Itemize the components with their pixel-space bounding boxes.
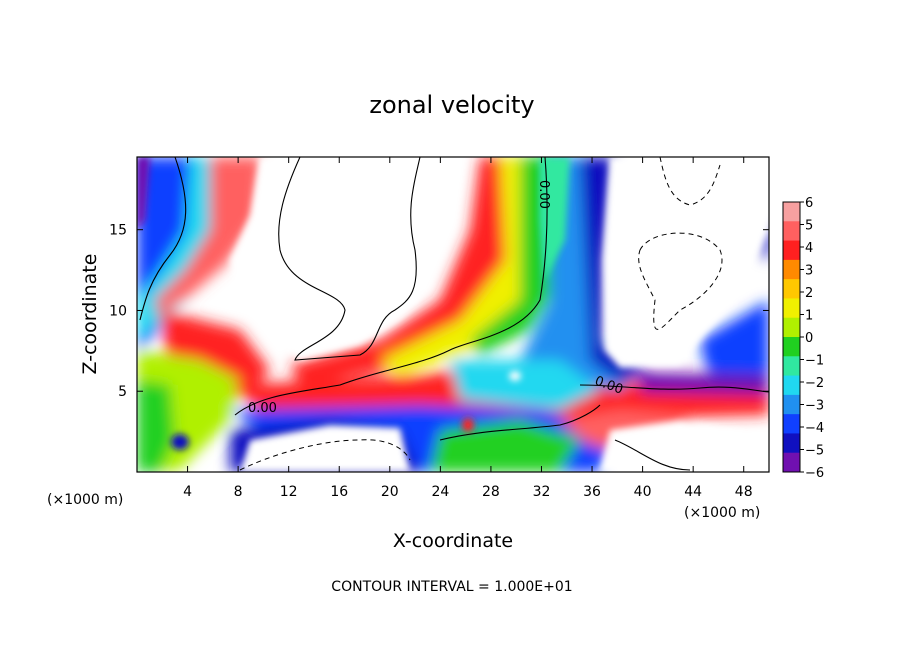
y-axis: 5 10 15 <box>109 223 769 400</box>
y-tick-label: 15 <box>109 223 127 239</box>
colorbar-swatch <box>783 240 800 261</box>
y-tick-label: 5 <box>118 384 127 400</box>
colorbar-swatch <box>783 414 800 434</box>
colorbar-swatch <box>783 356 800 377</box>
contour-label: 0.00 <box>248 401 277 416</box>
x-unit-left: (×1000 m) <box>47 492 123 508</box>
colorbar-swatch <box>783 394 800 415</box>
colorbar-swatch <box>783 202 800 222</box>
colorbar-label: 4 <box>805 241 813 256</box>
colorbar-label: −2 <box>805 376 824 391</box>
x-tick-label: 12 <box>280 484 298 500</box>
y-tick-label: 10 <box>109 303 127 319</box>
colorbar-label: 2 <box>805 286 813 301</box>
colorbar: 6 5 4 3 2 1 0 −1 −2 −3 −4 −5 −6 <box>782 196 824 481</box>
x-tick-label: 28 <box>482 484 500 500</box>
colorbar-label: 0 <box>805 331 813 346</box>
plot-frame <box>136 156 770 473</box>
colorbar-swatch <box>783 259 800 280</box>
contour-interval-footer: CONTOUR INTERVAL = 1.000E+01 <box>331 579 572 595</box>
colorbar-label: 3 <box>805 264 813 279</box>
colorbar-label: −4 <box>805 421 824 436</box>
x-tick-label: 4 <box>183 484 192 500</box>
colorbar-swatch <box>783 298 800 319</box>
x-tick-label: 36 <box>583 484 601 500</box>
colorbar-label: −5 <box>805 444 824 459</box>
x-unit-right: (×1000 m) <box>684 505 760 521</box>
colorbar-swatch <box>783 221 800 242</box>
colorbar-label: −1 <box>805 354 824 369</box>
colorbar-label: −6 <box>805 466 824 481</box>
x-tick-label: 40 <box>634 484 652 500</box>
colorbar-swatch <box>783 317 800 338</box>
x-tick-label: 8 <box>234 484 243 500</box>
colorbar-swatch <box>783 375 800 396</box>
x-tick-label: 48 <box>735 484 753 500</box>
chart-title: zonal velocity <box>369 91 534 119</box>
x-tick-label: 20 <box>381 484 399 500</box>
y-axis-label: Z-coordinate <box>79 254 101 375</box>
colorbar-swatch <box>783 452 800 473</box>
colorbar-swatch <box>783 337 800 357</box>
x-tick-label: 16 <box>330 484 348 500</box>
colorbar-swatch <box>783 433 800 454</box>
x-tick-label: 32 <box>533 484 551 500</box>
x-axis: 4 8 12 16 20 24 28 32 36 40 44 48 <box>183 157 753 500</box>
heatmap-field <box>137 157 769 472</box>
x-tick-label: 44 <box>684 484 702 500</box>
x-axis-label: X-coordinate <box>393 530 513 552</box>
colorbar-label: 5 <box>805 219 813 234</box>
colorbar-label: −3 <box>805 399 824 414</box>
colorbar-swatch <box>783 279 800 299</box>
colorbar-label: 6 <box>805 196 813 211</box>
contour-label: 0.00 <box>536 180 551 209</box>
colorbar-label: 1 <box>805 309 813 324</box>
x-tick-label: 24 <box>431 484 449 500</box>
